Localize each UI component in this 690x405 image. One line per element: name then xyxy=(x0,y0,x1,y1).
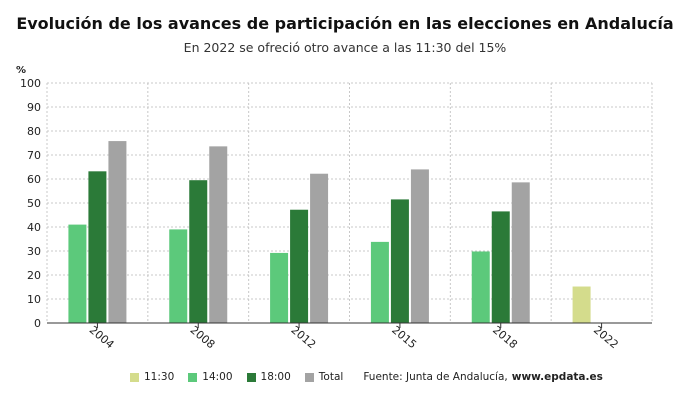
legend-label-total: Total xyxy=(318,371,344,383)
x-tick-label: 2018 xyxy=(490,323,520,351)
y-tick-label: 80 xyxy=(27,125,41,138)
legend-label-1130: 11:30 xyxy=(144,371,175,383)
bar-1400-2004 xyxy=(68,224,87,323)
bar-Total-2004 xyxy=(108,141,127,323)
bar-Total-2015 xyxy=(410,169,429,323)
chart-title: Evolución de los avances de participació… xyxy=(16,14,674,33)
bar-1800-2015 xyxy=(390,199,409,323)
bar-1130-2022 xyxy=(572,286,591,323)
legend-item-1800: 18:00 xyxy=(246,371,291,383)
bar-1400-2012 xyxy=(270,252,289,323)
legend-label-1800: 18:00 xyxy=(260,371,291,383)
bar-1400-2008 xyxy=(169,229,188,323)
source-label: Fuente: Junta de Andalucía, xyxy=(363,371,508,383)
legend-item-1400: 14:00 xyxy=(188,371,233,383)
bar-Total-2018 xyxy=(511,182,530,323)
x-tick-label: 2015 xyxy=(389,323,419,351)
bar-1400-2018 xyxy=(471,251,490,323)
x-tick-label: 2004 xyxy=(87,323,117,351)
legend-item-total: Total xyxy=(304,371,344,383)
bar-Total-2008 xyxy=(209,146,228,323)
y-tick-label: 60 xyxy=(27,173,41,186)
y-tick-label: 20 xyxy=(27,269,41,282)
legend-swatch-total xyxy=(304,372,314,382)
bar-1800-2012 xyxy=(290,209,309,323)
legend-swatch-1400 xyxy=(188,372,198,382)
bar-1400-2015 xyxy=(370,241,389,323)
bar-1800-2004 xyxy=(88,171,107,323)
y-tick-label: 40 xyxy=(27,221,41,234)
y-tick-label: 0 xyxy=(34,317,41,330)
legend-swatch-1800 xyxy=(246,372,256,382)
chart-legend: 11:30 14:00 18:00 Total Fuente: Junta de… xyxy=(130,371,603,383)
legend-item-1130: 11:30 xyxy=(130,371,174,383)
bar-1800-2008 xyxy=(189,180,208,323)
x-tick-label: 2008 xyxy=(188,323,218,351)
y-tick-label: 30 xyxy=(27,245,41,258)
chart-subtitle: En 2022 se ofreció otro avance a las 11:… xyxy=(183,40,507,55)
y-axis-label: % xyxy=(16,65,26,76)
x-tick-label: 2022 xyxy=(591,323,621,351)
y-tick-label: 50 xyxy=(27,197,41,210)
y-tick-label: 90 xyxy=(27,101,41,114)
legend-swatch-1130 xyxy=(130,372,139,382)
bar-Total-2012 xyxy=(310,173,329,323)
source-link[interactable]: www.epdata.es xyxy=(511,371,603,383)
y-tick-label: 70 xyxy=(27,149,41,162)
y-tick-label: 10 xyxy=(27,293,41,306)
y-tick-label: 100 xyxy=(20,77,41,90)
legend-label-1400: 14:00 xyxy=(202,371,233,383)
x-tick-label: 2012 xyxy=(288,323,318,351)
bar-1800-2018 xyxy=(491,211,510,323)
